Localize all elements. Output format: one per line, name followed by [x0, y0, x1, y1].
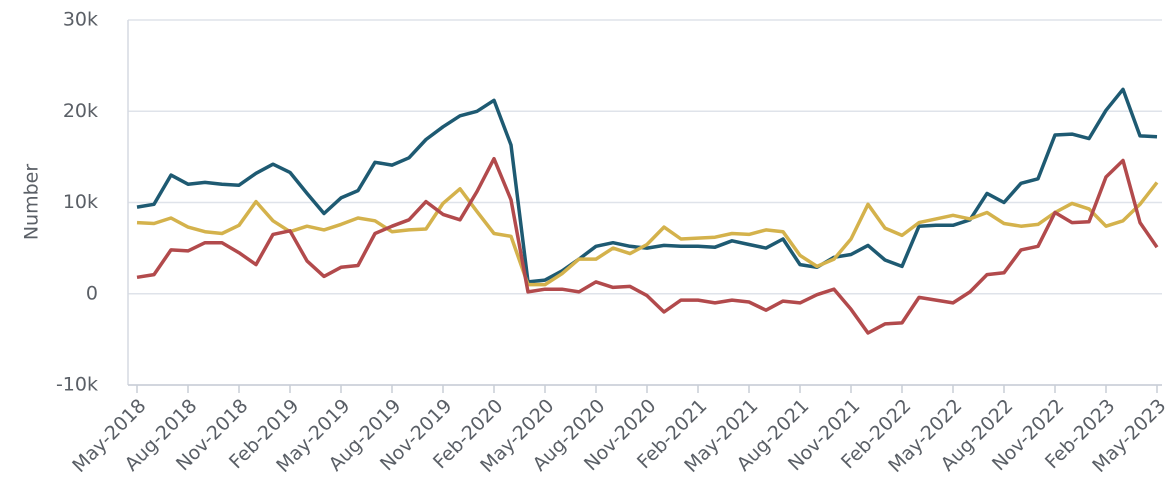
y-tick-label: 10k: [63, 191, 98, 213]
y-tick-label: 30k: [63, 9, 98, 31]
series-line: [136, 87, 1158, 284]
y-tick-label: 0: [86, 282, 98, 304]
y-axis-label: Number: [21, 164, 43, 241]
series-line: [136, 181, 1159, 287]
series-line: [136, 156, 1159, 335]
y-tick-label: 20k: [63, 100, 98, 122]
y-tick-label: -10k: [56, 374, 98, 396]
